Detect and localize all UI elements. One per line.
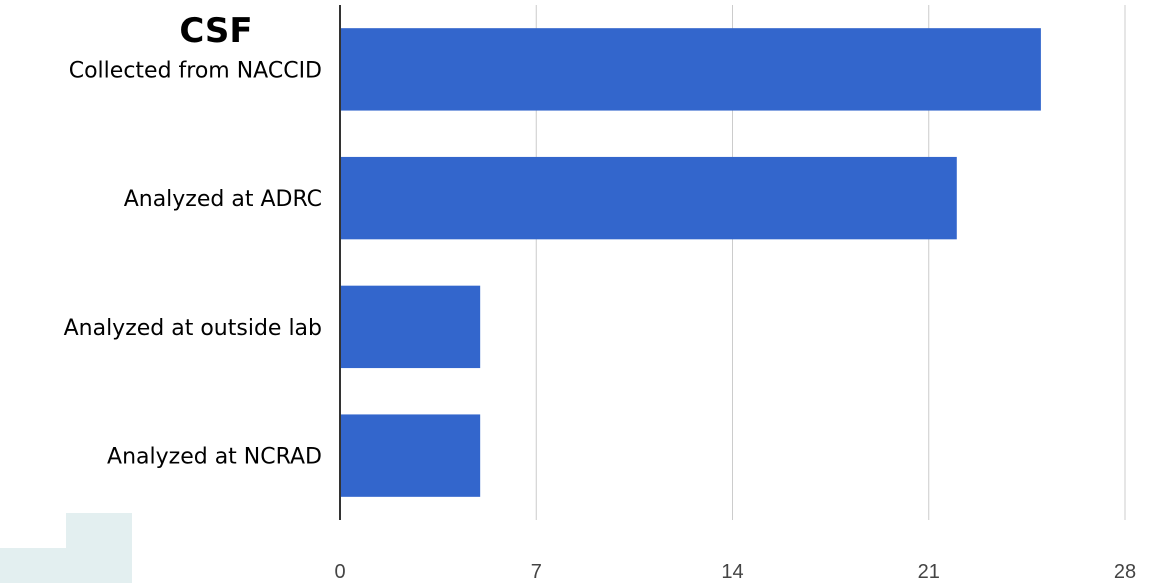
chart-title: CSF [179,11,252,51]
category-labels: Collected from NACCID Analyzed at ADRC Ana… [64,58,322,469]
decorative-corner-block-lower [0,548,132,583]
category-label: Analyzed at outside lab [64,316,322,341]
bar [340,156,957,240]
x-tick-labels: 0 7 14 21 28 [334,561,1136,583]
bar [340,414,481,497]
x-tick-label: 0 [334,561,345,583]
bar [340,285,481,369]
category-label: Collected from NACCID [69,58,322,83]
bar [340,28,1041,111]
category-label: Analyzed at NCRAD [107,445,322,470]
x-tick-label: 28 [1114,561,1136,583]
x-tick-label: 14 [721,561,743,583]
decorative-corner-block-upper [66,513,132,548]
bars [340,28,1041,497]
x-tick-label: 7 [531,561,542,583]
x-tick-label: 21 [918,561,940,583]
category-label: Analyzed at ADRC [124,187,322,212]
